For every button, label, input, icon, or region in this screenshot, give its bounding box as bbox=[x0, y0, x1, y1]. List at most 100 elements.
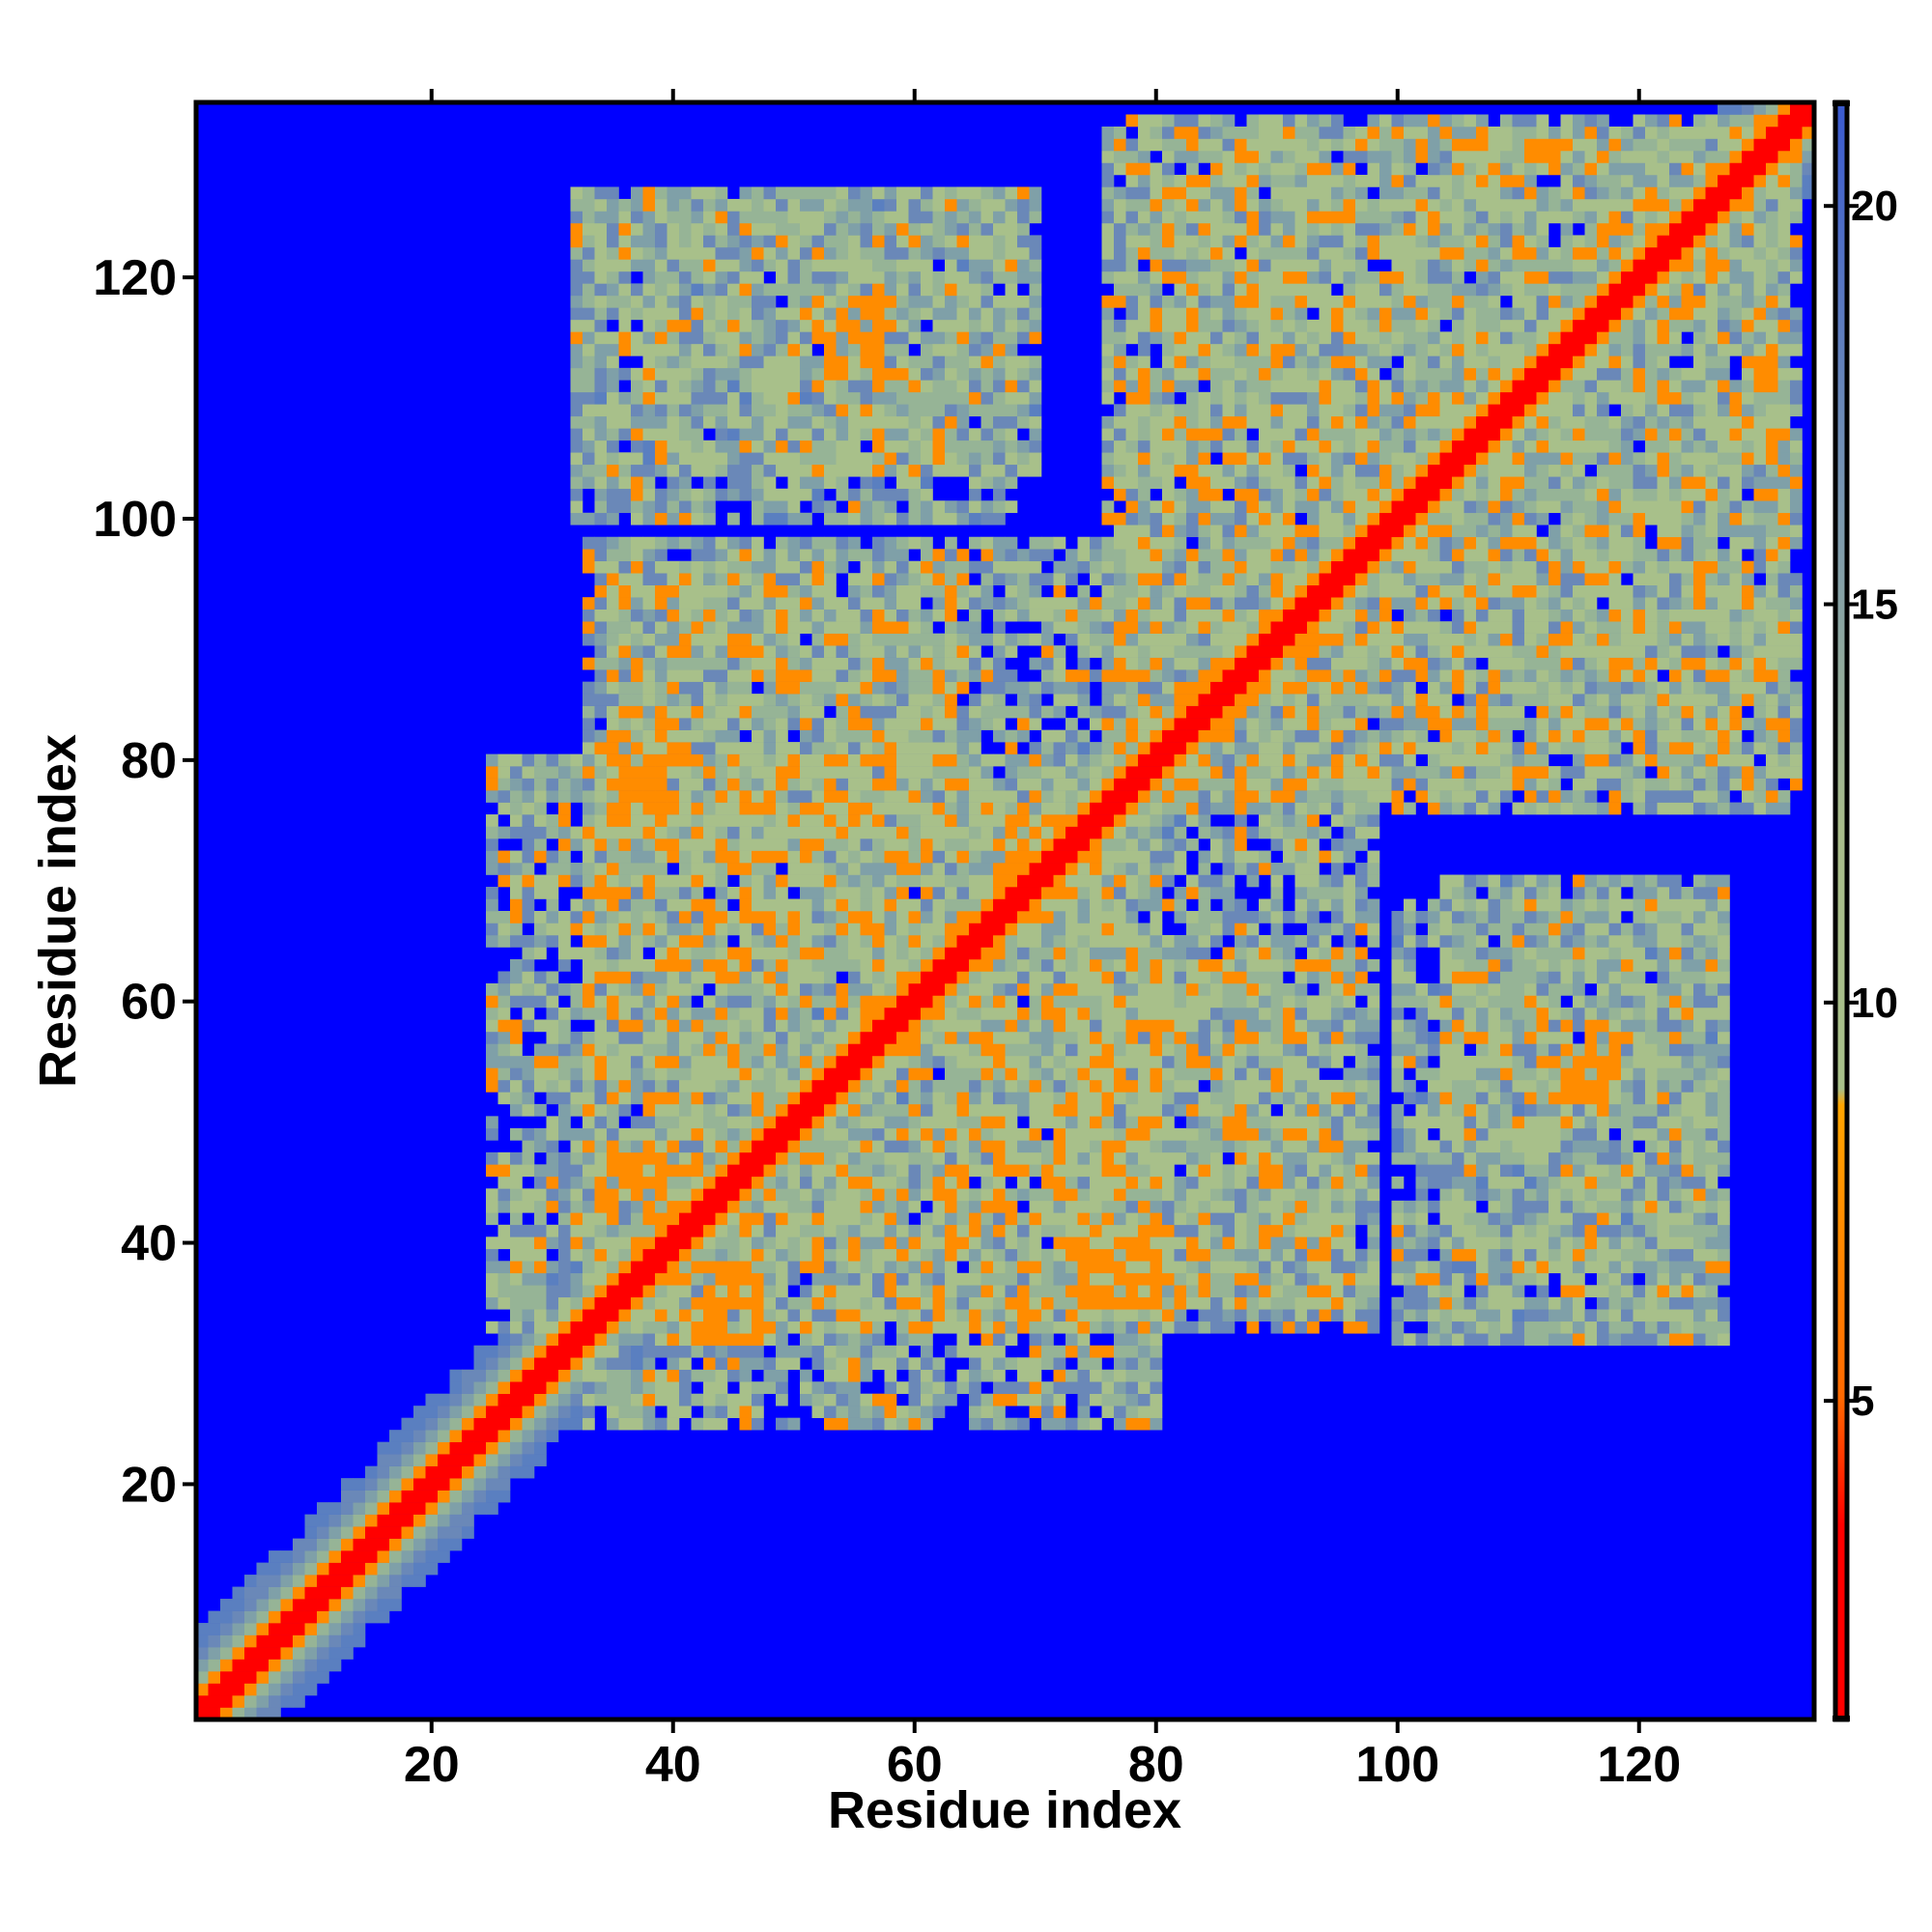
heatmap-cell bbox=[836, 958, 849, 972]
heatmap-cell bbox=[1101, 850, 1115, 864]
heatmap-cell bbox=[462, 1514, 474, 1527]
heatmap-cell bbox=[921, 1236, 933, 1250]
heatmap-cell bbox=[1029, 1212, 1042, 1226]
heatmap-cell bbox=[1065, 1019, 1078, 1033]
heatmap-cell bbox=[618, 838, 632, 851]
heatmap-cell bbox=[1005, 452, 1018, 466]
heatmap-cell bbox=[932, 198, 946, 212]
heatmap-cell bbox=[1029, 464, 1042, 477]
heatmap-cell bbox=[582, 923, 595, 936]
heatmap-cell bbox=[1005, 1103, 1018, 1117]
heatmap-cell bbox=[244, 1623, 257, 1635]
heatmap-cell bbox=[1114, 380, 1126, 393]
heatmap-cell bbox=[413, 1417, 426, 1431]
heatmap-cell bbox=[570, 898, 583, 912]
heatmap-cell bbox=[618, 1261, 632, 1274]
heatmap-cell bbox=[739, 1417, 753, 1431]
heatmap-cell bbox=[715, 1406, 728, 1418]
heatmap-cell bbox=[1114, 1116, 1126, 1129]
heatmap-cell bbox=[1017, 1381, 1030, 1394]
heatmap-cell bbox=[425, 1478, 439, 1491]
heatmap-cell bbox=[956, 1164, 970, 1178]
heatmap-cell bbox=[691, 331, 704, 345]
heatmap-cell bbox=[787, 259, 801, 272]
heatmap-cell bbox=[607, 1164, 619, 1178]
heatmap-cell bbox=[546, 766, 559, 779]
heatmap-cell bbox=[1017, 584, 1030, 598]
heatmap-cell bbox=[534, 1381, 547, 1394]
heatmap-cell bbox=[848, 1321, 861, 1334]
heatmap-cell bbox=[1029, 826, 1042, 839]
heatmap-cell bbox=[800, 1116, 812, 1129]
heatmap-cell bbox=[993, 1406, 1006, 1418]
heatmap-cell bbox=[836, 814, 849, 827]
heatmap-cell bbox=[522, 874, 535, 888]
heatmap-cell bbox=[932, 512, 946, 526]
heatmap-cell bbox=[1053, 887, 1066, 899]
heatmap-cell bbox=[739, 1272, 753, 1286]
heatmap-cell bbox=[908, 186, 922, 200]
heatmap-cell bbox=[1114, 1393, 1126, 1406]
heatmap-cell bbox=[582, 198, 595, 212]
heatmap-cell bbox=[703, 1345, 716, 1358]
heatmap-cell bbox=[642, 1381, 656, 1394]
heatmap-cell bbox=[618, 1092, 632, 1105]
heatmap-cell bbox=[534, 1224, 547, 1237]
heatmap-cell bbox=[679, 452, 692, 466]
heatmap-cell bbox=[872, 186, 885, 200]
heatmap-cell bbox=[1005, 1285, 1018, 1298]
heatmap-cell bbox=[401, 1562, 414, 1576]
heatmap-cell bbox=[655, 790, 668, 803]
heatmap-cell bbox=[727, 742, 740, 754]
heatmap-cell bbox=[1101, 235, 1115, 248]
heatmap-cell bbox=[522, 1454, 535, 1466]
heatmap-cell bbox=[872, 1188, 885, 1202]
heatmap-cell bbox=[1077, 778, 1091, 791]
heatmap-cell bbox=[908, 259, 922, 272]
heatmap-cell bbox=[715, 355, 728, 369]
heatmap-cell bbox=[1053, 621, 1066, 634]
heatmap-cell bbox=[727, 367, 740, 381]
heatmap-cell bbox=[956, 259, 970, 272]
heatmap-cell bbox=[317, 1514, 329, 1527]
heatmap-cell bbox=[703, 814, 716, 827]
heatmap-cell bbox=[1101, 669, 1115, 682]
heatmap-cell bbox=[980, 1369, 994, 1382]
heatmap-cell bbox=[256, 1586, 270, 1600]
heatmap-cell bbox=[1101, 705, 1115, 719]
heatmap-cell bbox=[607, 307, 619, 321]
heatmap-cell bbox=[811, 742, 825, 754]
heatmap-cell bbox=[739, 270, 753, 284]
heatmap-cell bbox=[582, 657, 595, 670]
heatmap-cell bbox=[510, 863, 523, 875]
heatmap-cell bbox=[1029, 295, 1042, 308]
heatmap-cell bbox=[691, 1309, 704, 1322]
heatmap-cell bbox=[522, 1140, 535, 1153]
heatmap-cell bbox=[522, 790, 535, 803]
heatmap-cell bbox=[703, 1092, 716, 1105]
heatmap-cell bbox=[703, 488, 716, 501]
heatmap-cell bbox=[945, 1212, 957, 1226]
heatmap-cell bbox=[908, 705, 922, 719]
heatmap-cell bbox=[486, 1369, 498, 1382]
heatmap-cell bbox=[1090, 1151, 1102, 1165]
heatmap-cell bbox=[486, 1212, 498, 1226]
heatmap-cell bbox=[655, 1079, 668, 1093]
heatmap-cell bbox=[655, 355, 668, 369]
heatmap-cell bbox=[691, 718, 704, 730]
heatmap-cell bbox=[824, 753, 837, 767]
heatmap-cell bbox=[969, 246, 981, 260]
heatmap-cell bbox=[618, 694, 632, 706]
heatmap-cell bbox=[703, 1369, 716, 1382]
heatmap-cell bbox=[631, 404, 643, 417]
heatmap-cell bbox=[667, 488, 680, 501]
heatmap-cell bbox=[679, 874, 692, 888]
heatmap-cell bbox=[570, 1417, 583, 1431]
heatmap-cell bbox=[618, 609, 632, 622]
heatmap-cell bbox=[824, 1272, 837, 1286]
heatmap-cell bbox=[582, 958, 595, 972]
heatmap-cell bbox=[836, 355, 849, 369]
heatmap-cell bbox=[594, 512, 608, 526]
heatmap-cell bbox=[776, 1357, 788, 1371]
